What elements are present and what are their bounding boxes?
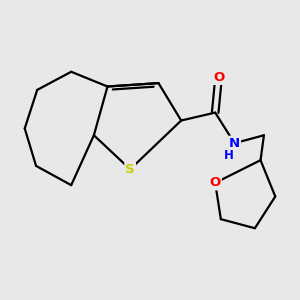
Text: N: N — [229, 137, 240, 150]
Text: S: S — [125, 163, 135, 176]
Text: H: H — [224, 149, 233, 162]
Text: O: O — [210, 176, 221, 189]
Text: O: O — [213, 71, 224, 84]
